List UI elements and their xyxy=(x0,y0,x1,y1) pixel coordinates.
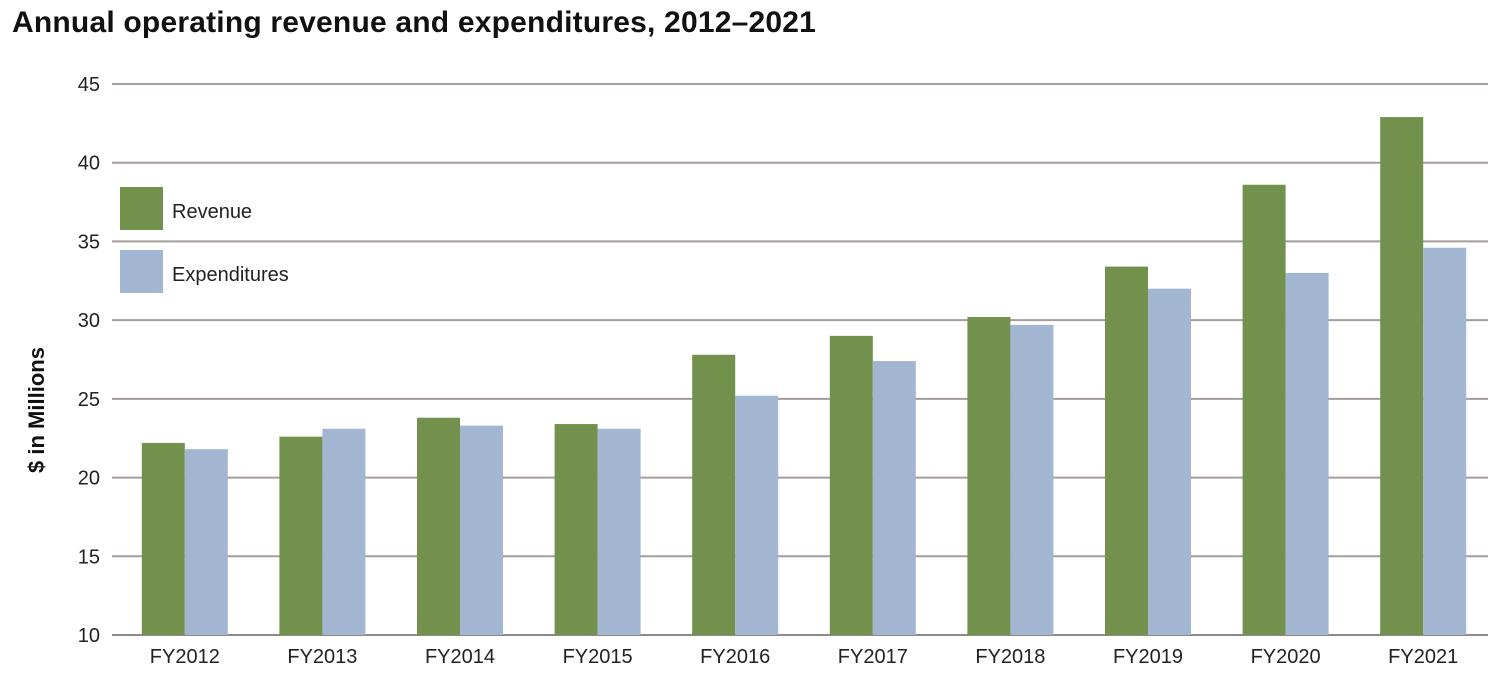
bar-expenditures-fy2012 xyxy=(184,449,228,635)
legend-swatch-revenue xyxy=(120,187,163,230)
bars xyxy=(141,117,1467,636)
bar-expenditures-fy2019 xyxy=(1148,288,1191,635)
bar-expenditures-fy2013 xyxy=(322,428,366,635)
bar-revenue-fy2020 xyxy=(1242,184,1286,636)
bar-expenditures-fy2018 xyxy=(1010,324,1054,635)
y-tick-label: 45 xyxy=(78,74,100,96)
legend-swatch-expenditures xyxy=(120,250,163,293)
bar-revenue-fy2012 xyxy=(141,442,185,635)
legend-label-revenue: Revenue xyxy=(172,201,252,223)
y-tick-label: 30 xyxy=(78,310,100,332)
bar-revenue-fy2018 xyxy=(967,316,1011,635)
chart-title: Annual operating revenue and expenditure… xyxy=(12,6,817,39)
y-tick-label: 25 xyxy=(78,389,100,411)
x-tick-label: FY2013 xyxy=(287,646,357,668)
y-tick-label: 10 xyxy=(78,625,100,647)
bar-expenditures-fy2015 xyxy=(597,428,641,635)
y-tick-label: 35 xyxy=(78,231,100,253)
x-tick-label: FY2015 xyxy=(563,646,633,668)
x-tick-label: FY2020 xyxy=(1251,646,1321,668)
bar-revenue-fy2017 xyxy=(829,335,873,635)
y-axis-ticks: 10 15 20 25 30 35 40 45 xyxy=(78,74,100,647)
x-tick-label: FY2017 xyxy=(838,646,908,668)
bar-expenditures-fy2016 xyxy=(735,395,779,635)
bar-revenue-fy2021 xyxy=(1380,117,1424,635)
y-tick-label: 20 xyxy=(78,468,100,490)
bar-expenditures-fy2014 xyxy=(460,425,503,635)
bar-revenue-fy2013 xyxy=(279,436,323,635)
y-tick-label: 15 xyxy=(78,546,100,568)
x-axis-ticks: FY2012 FY2013 FY2014 FY2015 FY2016 FY2017 FY20… xyxy=(150,646,1458,668)
x-tick-label: FY2021 xyxy=(1388,646,1458,668)
bar-revenue-fy2019 xyxy=(1105,266,1148,635)
bar-revenue-fy2015 xyxy=(554,424,598,635)
legend: Revenue Expenditures xyxy=(120,187,289,293)
x-tick-label: FY2012 xyxy=(150,646,220,668)
bar-expenditures-fy2020 xyxy=(1285,272,1329,635)
y-tick-label: 40 xyxy=(78,153,100,175)
x-tick-label: FY2019 xyxy=(1113,646,1183,668)
x-tick-label: FY2014 xyxy=(425,646,495,668)
y-axis-title: $ in Millions xyxy=(24,347,49,473)
x-tick-label: FY2016 xyxy=(700,646,770,668)
legend-label-expenditures: Expenditures xyxy=(172,264,289,286)
bar-revenue-fy2014 xyxy=(417,417,460,635)
bar-expenditures-fy2021 xyxy=(1423,247,1467,635)
x-tick-label: FY2018 xyxy=(975,646,1045,668)
bar-expenditures-fy2017 xyxy=(872,361,916,635)
bar-revenue-fy2016 xyxy=(692,354,736,635)
